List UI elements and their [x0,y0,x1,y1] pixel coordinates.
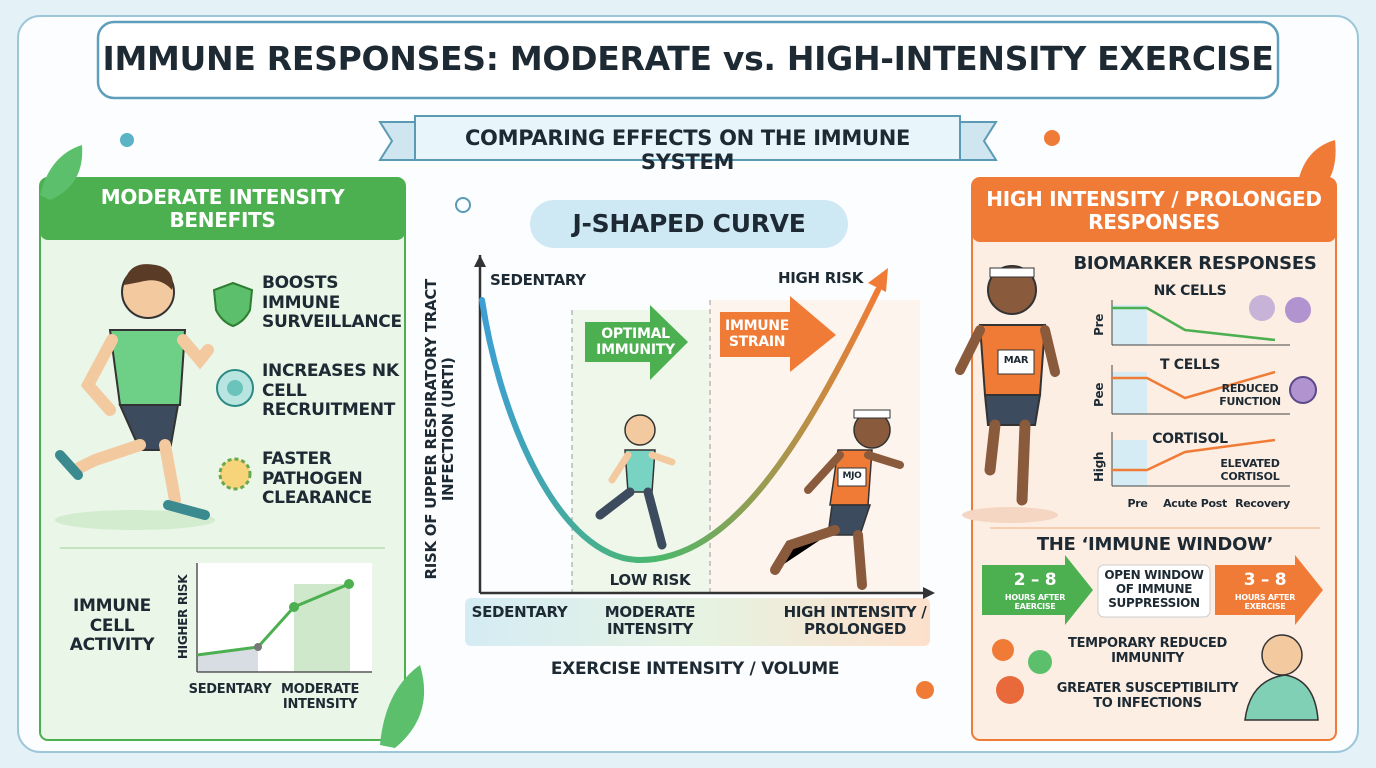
heading-pill [530,200,848,248]
x-label: SEDENTARY [471,603,568,621]
window-middle: OPEN WINDOW OF IMMUNE SUPPRESSION [1104,568,1204,610]
x-band [465,598,930,646]
biomarker-axis: High [1092,451,1107,482]
ribbon-ends [378,121,998,161]
mini-x-label: SEDENTARY [188,682,272,697]
biomarker-note: REDUCED FUNCTION [1219,382,1281,408]
window-arrow-left [982,555,1093,625]
window-sub: HOURS AFTER EAERCISE [1004,593,1066,612]
window-title: THE ‘IMMUNE WINDOW’ [1036,534,1274,555]
optimal-arrow [585,305,688,380]
phase: Recovery [1235,497,1290,510]
mini-x-label: MODERATE INTENSITY [280,682,360,712]
decorations [40,130,1336,748]
mini-chart [196,563,372,673]
window-sub: HOURS AFTER EXERCISE [1234,593,1296,612]
subtitle: COMPARING EFFECTS ON THE IMMUNE SYSTEM [464,126,911,175]
mini-y-label: HIGHER RISK [176,574,191,660]
runner-strain [770,409,904,590]
biomarker-name: NK CELLS [1153,283,1227,299]
low-risk-note: LOW RISK [609,571,691,589]
runner-moderate [55,264,215,530]
x-axis-title: EXERCISE INTENSITY / VOLUME [550,659,840,679]
effect: GREATER SUSCEPTIBILITY TO INFECTIONS [1056,681,1239,711]
effect: TEMPORARY REDUCED IMMUNITY [1068,636,1227,666]
window-hours: 3 – 8 [1243,570,1287,590]
sick-person [1244,634,1319,721]
biomarker-charts [1111,295,1317,487]
arrow-label: IMMUNE STRAIN [725,318,789,351]
x-label: MODERATE INTENSITY [604,603,696,639]
right-heading: HIGH INTENSITY / PROLONGED RESPONSES [986,187,1322,234]
sedentary-note: SEDENTARY [490,271,586,289]
title-box [96,20,1280,100]
biomarker-axis: Pee [1092,382,1107,407]
window-hours: 2 – 8 [1013,570,1057,590]
runner-light [595,414,676,550]
y-arrow [474,255,486,267]
title: IMMUNE RESPONSES: MODERATE vs. HIGH-INTE… [102,39,1274,78]
y-label: RISK OF UPPER RESPIRATORY TRACT INFECTIO… [421,279,457,580]
benefit: INCREASES NK CELL RECRUITMENT [262,361,399,421]
bib: MAR [1003,355,1029,366]
left-heading: MODERATE INTENSITY BENEFITS [100,185,345,232]
right-header [972,178,1336,242]
benefit: BOOSTS IMMUNE SURVEILLANCE [262,273,402,333]
window-arrow-right [1215,555,1323,625]
j-curve [479,287,881,564]
ribbon [414,115,961,161]
virus-icons [992,639,1052,704]
benefit-icons [212,281,254,491]
x-label: HIGH INTENSITY / PROLONGED [783,603,927,639]
phase: Acute Post [1163,497,1227,510]
window-box [1097,564,1211,618]
x-arrow [923,587,935,599]
high-risk-note: HIGH RISK [778,269,864,287]
left-header [40,178,405,240]
curve-arrow [868,268,888,292]
center-heading: J-SHAPED CURVE [572,209,806,238]
activity-label: IMMUNE CELL ACTIVITY [69,596,155,656]
biomarker-name: CORTISOL [1152,431,1228,447]
bib: MJO [842,471,862,481]
biomarker-axis: Pre [1092,313,1107,336]
strain-arrow [720,296,836,372]
benefit: FASTER PATHOGEN CLEARANCE [262,449,372,509]
biomarker-note: ELEVATED CORTISOL [1220,457,1280,483]
biomarker-title: BIOMARKER RESPONSES [1073,253,1317,274]
phase: Pre [1127,497,1148,510]
biomarker-name: T CELLS [1159,357,1221,373]
runner-high [955,265,1060,523]
arrow-label: OPTIMAL IMMUNITY [596,326,675,359]
